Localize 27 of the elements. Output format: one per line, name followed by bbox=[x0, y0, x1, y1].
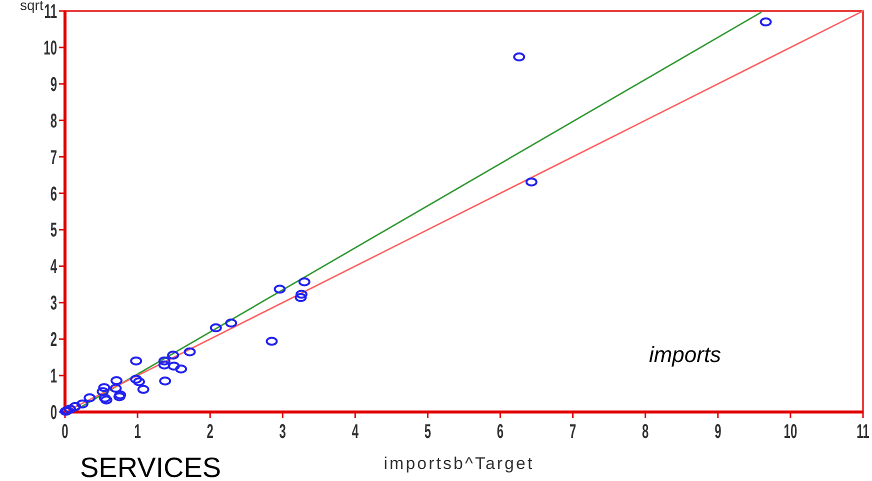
y-tick-label: 2 bbox=[50, 329, 57, 351]
y-tick-label: 1 bbox=[50, 366, 57, 388]
x-tick-label: 11 bbox=[856, 421, 870, 443]
x-tick-label: 6 bbox=[496, 421, 504, 443]
y-tick-label: 5 bbox=[50, 220, 57, 242]
x-tick-label: 5 bbox=[424, 421, 432, 443]
x-tick-label: 8 bbox=[642, 421, 649, 443]
y-tick-label: 11 bbox=[44, 1, 57, 23]
x-axis-title: importsb^Target bbox=[384, 454, 534, 473]
y-tick-label: 10 bbox=[44, 37, 57, 60]
x-tick-label: 4 bbox=[352, 421, 360, 443]
x-tick-label: 2 bbox=[206, 421, 214, 443]
y-tick-label: 4 bbox=[50, 256, 58, 278]
text: SERVICES bbox=[80, 452, 222, 481]
x-tick-label: 1 bbox=[134, 421, 141, 443]
y-tick-label: 8 bbox=[50, 110, 57, 132]
y-tick-label: 6 bbox=[50, 183, 57, 206]
y-axis-title: sqrt bbox=[20, 0, 44, 13]
y-tick-label: 7 bbox=[50, 146, 57, 169]
y-tick-label: 3 bbox=[50, 292, 57, 314]
annotation: imports bbox=[648, 342, 722, 367]
x-tick-label: 3 bbox=[279, 421, 286, 443]
x-tick-label: 9 bbox=[714, 421, 722, 443]
x-tick-label: 7 bbox=[569, 421, 576, 443]
x-tick-label: 10 bbox=[784, 421, 798, 443]
y-tick-label: 0 bbox=[50, 402, 57, 424]
y-tick-label: 9 bbox=[50, 74, 57, 96]
